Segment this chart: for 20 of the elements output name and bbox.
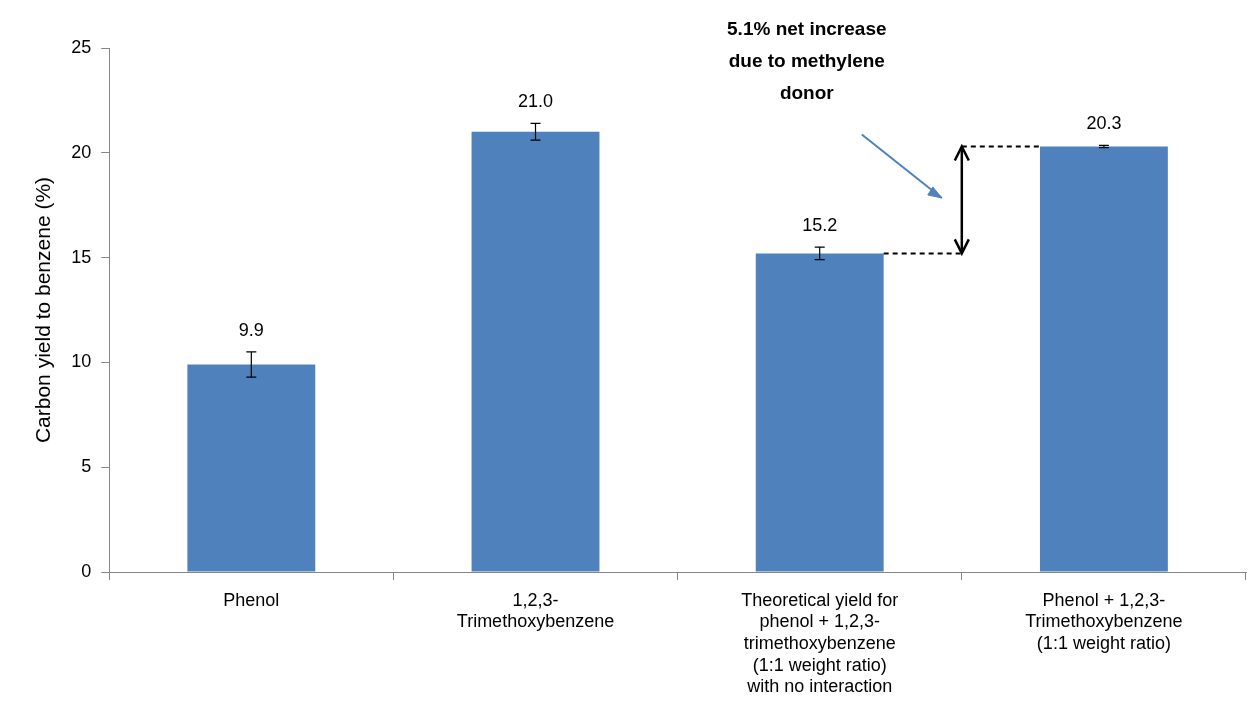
bar	[187, 364, 316, 572]
x-tick-label: Theoretical yield for phenol + 1,2,3-trimethoxybenzene (1:1 weight ratio) with no interaction	[741, 589, 899, 697]
data-label: 20.3	[1086, 113, 1122, 134]
y-tick-label: 10	[71, 351, 92, 372]
y-tick-label: 20	[71, 141, 92, 162]
x-tick-label: Phenol + 1,2,3-Trimethoxybenzene (1:1 weight ratio)	[1025, 589, 1183, 653]
bar	[1039, 146, 1168, 572]
x-tick-label: Phenol	[223, 589, 280, 610]
data-label: 9.9	[238, 319, 264, 340]
y-tick-label: 5	[81, 456, 92, 477]
data-label: 15.2	[802, 215, 838, 236]
y-tick-label: 0	[81, 560, 92, 581]
x-tick-label: 1,2,3-Trimethoxybenzene	[456, 589, 615, 632]
y-tick-label: 25	[71, 36, 92, 57]
annotation: 5.1% net increase due to methylene donor	[726, 17, 888, 105]
bar	[471, 131, 600, 572]
y-axis-title: Carbon yield to benzene (%)	[31, 176, 55, 444]
y-tick-label: 15	[71, 246, 92, 267]
data-label: 21.0	[517, 91, 554, 112]
bar	[755, 253, 884, 572]
